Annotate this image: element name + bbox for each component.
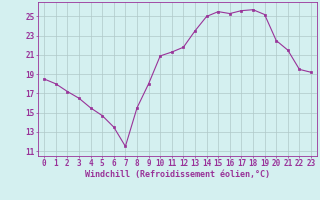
X-axis label: Windchill (Refroidissement éolien,°C): Windchill (Refroidissement éolien,°C) [85,170,270,179]
